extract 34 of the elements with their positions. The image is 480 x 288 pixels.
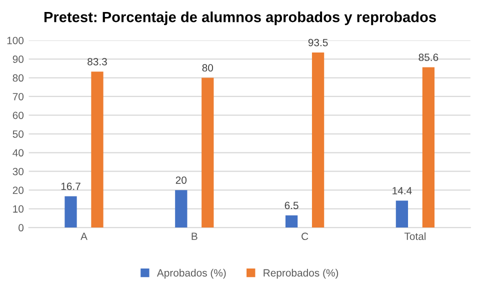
y-tick-label: 30 <box>12 168 24 176</box>
data-label: 6.5 <box>284 202 298 210</box>
legend-label: Aprobados (%) <box>156 268 226 279</box>
y-tick-label: 20 <box>12 186 24 194</box>
x-tick-label: B <box>192 232 198 240</box>
data-label: 14.4 <box>392 187 412 194</box>
y-tick-label: 10 <box>13 205 24 213</box>
bar <box>422 67 435 228</box>
bar <box>91 72 104 228</box>
y-tick-label: 80 <box>12 74 24 82</box>
bar <box>64 196 77 228</box>
bar <box>285 215 298 228</box>
y-tick-label: 0 <box>18 224 24 232</box>
y-tick-label: 40 <box>12 149 24 157</box>
y-tick-label: 100 <box>7 36 24 44</box>
y-tick-label: 70 <box>12 92 24 100</box>
y-tick-label: 90 <box>12 56 24 63</box>
legend-label: Reprobados (%) <box>264 268 338 279</box>
bar <box>312 52 324 228</box>
bar <box>396 200 408 228</box>
x-tick-label: A <box>80 232 88 240</box>
x-tick-label: Total <box>404 232 426 240</box>
data-label: 83.3 <box>88 58 107 66</box>
data-label: 93.5 <box>308 38 328 46</box>
bar <box>175 190 188 228</box>
x-tick-label: C <box>302 232 308 240</box>
data-label: 16.7 <box>61 182 80 190</box>
y-tick-label: 50 <box>12 130 24 138</box>
data-label: 80 <box>202 64 214 72</box>
bar <box>202 78 214 228</box>
data-label: 85.6 <box>418 54 438 62</box>
chart-title: Pretest: Porcentaje de alumnos aprobados y reprobados <box>44 12 436 26</box>
data-label: 20 <box>176 176 187 184</box>
y-tick-label: 60 <box>12 112 24 120</box>
